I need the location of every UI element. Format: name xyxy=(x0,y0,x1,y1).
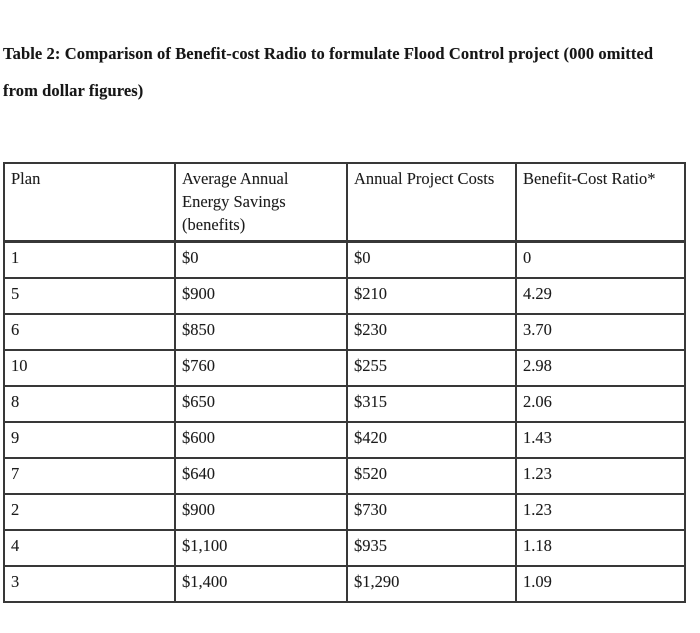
costs-cell: $0 xyxy=(346,240,517,279)
ratio-cell: 1.09 xyxy=(515,564,686,603)
costs-cell: $730 xyxy=(346,492,517,531)
ratio-cell: 2.98 xyxy=(515,348,686,387)
costs-cell: $230 xyxy=(346,312,517,351)
costs-cell: $420 xyxy=(346,420,517,459)
savings-cell: $1,100 xyxy=(174,528,348,567)
table-header-row: Plan Average Annual Energy Savings (bene… xyxy=(3,162,686,243)
savings-cell: $650 xyxy=(174,384,348,423)
table-row: 8 $650 $315 2.06 xyxy=(3,384,686,423)
plan-cell: 9 xyxy=(3,420,176,459)
ratio-cell: 1.18 xyxy=(515,528,686,567)
plan-cell: 2 xyxy=(3,492,176,531)
plan-cell: 5 xyxy=(3,276,176,315)
ratio-cell: 1.23 xyxy=(515,456,686,495)
costs-cell: $1,290 xyxy=(346,564,517,603)
col-header-energy-savings: Average Annual Energy Savings (benefits) xyxy=(174,162,348,243)
benefit-cost-comparison-table: Plan Average Annual Energy Savings (bene… xyxy=(3,162,686,603)
table-row: 4 $1,100 $935 1.18 xyxy=(3,528,686,567)
col-header-project-costs: Annual Project Costs xyxy=(346,162,517,243)
table-row: 1 $0 $0 0 xyxy=(3,240,686,279)
table-row: 5 $900 $210 4.29 xyxy=(3,276,686,315)
col-header-benefit-cost-ratio-label: Benefit-Cost Ratio* xyxy=(523,169,656,188)
table-row: 2 $900 $730 1.23 xyxy=(3,492,686,531)
plan-cell: 8 xyxy=(3,384,176,423)
document-title-line-1: Table 2: Comparison of Benefit-cost Radi… xyxy=(3,44,654,63)
costs-cell: $520 xyxy=(346,456,517,495)
ratio-cell: 2.06 xyxy=(515,384,686,423)
table-row: 9 $600 $420 1.43 xyxy=(3,420,686,459)
ratio-cell: 1.23 xyxy=(515,492,686,531)
document-title-line-2: from dollar figures) xyxy=(3,81,144,100)
col-header-plan: Plan xyxy=(3,162,176,243)
savings-cell: $850 xyxy=(174,312,348,351)
plan-cell: 3 xyxy=(3,564,176,603)
savings-cell: $1,400 xyxy=(174,564,348,603)
ratio-cell: 1.43 xyxy=(515,420,686,459)
table-row: 6 $850 $230 3.70 xyxy=(3,312,686,351)
plan-cell: 7 xyxy=(3,456,176,495)
costs-cell: $935 xyxy=(346,528,517,567)
ratio-cell: 3.70 xyxy=(515,312,686,351)
col-header-benefit-cost-ratio: Benefit-Cost Ratio* xyxy=(515,162,686,243)
savings-cell: $600 xyxy=(174,420,348,459)
savings-cell: $640 xyxy=(174,456,348,495)
costs-cell: $255 xyxy=(346,348,517,387)
table-row: 10 $760 $255 2.98 xyxy=(3,348,686,387)
col-header-energy-savings-line3: (benefits) xyxy=(182,215,246,234)
col-header-plan-label: Plan xyxy=(11,169,41,188)
costs-cell: $315 xyxy=(346,384,517,423)
savings-cell: $900 xyxy=(174,492,348,531)
col-header-energy-savings-line1: Average Annual xyxy=(182,169,289,188)
savings-cell: $760 xyxy=(174,348,348,387)
ratio-cell: 4.29 xyxy=(515,276,686,315)
costs-cell: $210 xyxy=(346,276,517,315)
savings-cell: $900 xyxy=(174,276,348,315)
savings-cell: $0 xyxy=(174,240,348,279)
plan-cell: 4 xyxy=(3,528,176,567)
plan-cell: 10 xyxy=(3,348,176,387)
table-row: 7 $640 $520 1.23 xyxy=(3,456,686,495)
plan-cell: 1 xyxy=(3,240,176,279)
col-header-energy-savings-line2: Energy Savings xyxy=(182,192,286,211)
ratio-cell: 0 xyxy=(515,240,686,279)
col-header-project-costs-label: Annual Project Costs xyxy=(354,169,495,188)
table-row: 3 $1,400 $1,290 1.09 xyxy=(3,564,686,603)
plan-cell: 6 xyxy=(3,312,176,351)
